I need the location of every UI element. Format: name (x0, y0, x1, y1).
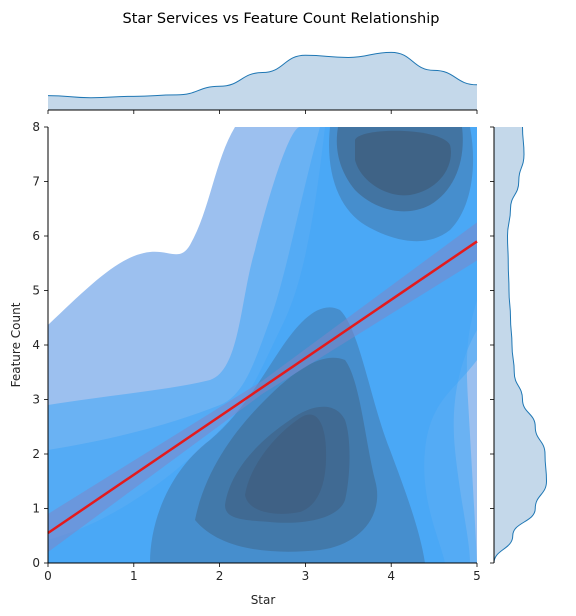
joint-plot-area (47, 127, 478, 563)
regression-line (47, 240, 478, 535)
y-tick-label-2: 2 (32, 447, 40, 461)
y-tick-label-7: 7 (32, 175, 40, 189)
kde-peak-high (355, 130, 451, 196)
marginal-y-curve (493, 126, 548, 564)
x-tick-label-5: 5 (473, 569, 481, 583)
x-tick-label-1: 1 (130, 569, 138, 583)
x-tick-label-3: 3 (302, 569, 310, 583)
regression-line-group (47, 240, 478, 535)
y-tick-label-4: 4 (32, 338, 40, 352)
x-axis-label: Star (251, 593, 276, 607)
x-tick-label-2: 2 (216, 569, 224, 583)
y-axis-label: Feature Count (9, 302, 23, 387)
axes: 0 1 2 3 4 5 0 1 2 3 4 5 6 7 8 (32, 120, 480, 583)
kde-peak-low (245, 414, 327, 514)
y-tick-label-1: 1 (32, 502, 40, 516)
marginal-x-density (47, 51, 478, 114)
marginal-x-curve (47, 51, 478, 99)
y-tick-label-8: 8 (32, 120, 40, 134)
y-tick-label-6: 6 (32, 229, 40, 243)
x-tick-label-4: 4 (387, 569, 395, 583)
marginal-y-density (490, 126, 548, 564)
y-tick-label-3: 3 (32, 393, 40, 407)
chart-title: Star Services vs Feature Count Relations… (123, 11, 440, 27)
y-tick-label-0: 0 (32, 556, 40, 570)
y-tick-label-5: 5 (32, 284, 40, 298)
x-tick-label-0: 0 (44, 569, 52, 583)
kde-level-4 (48, 127, 477, 563)
